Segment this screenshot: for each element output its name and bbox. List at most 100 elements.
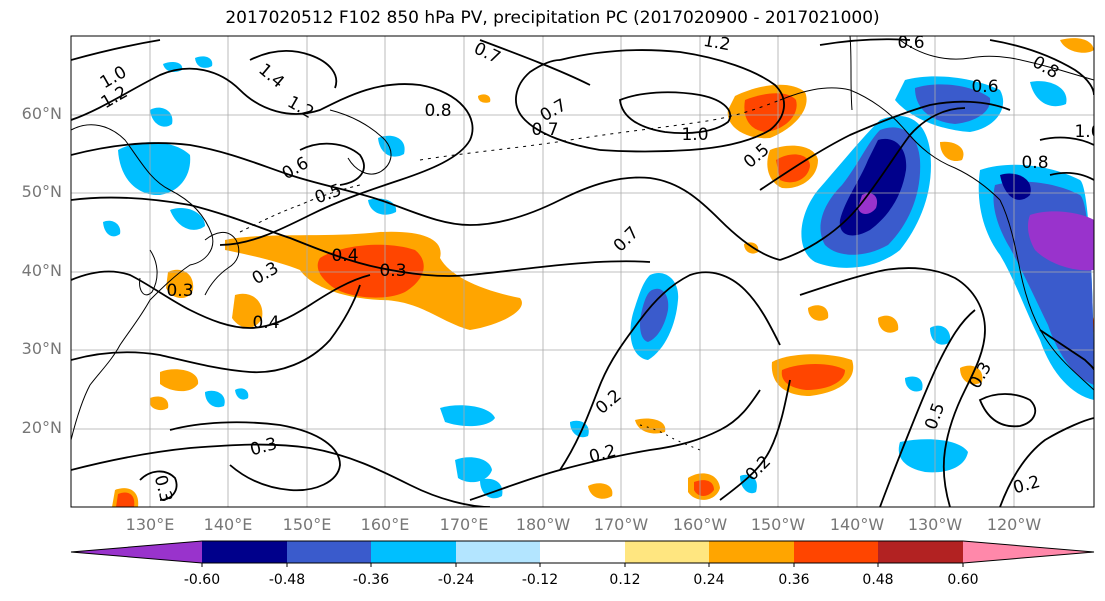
- precip-positive-region: [635, 418, 666, 434]
- precip-negative-region: [640, 288, 669, 342]
- contour-label: 1.2: [702, 31, 732, 55]
- pv-contour: [1049, 172, 1094, 181]
- chart-title: 2017020512 F102 850 hPa PV, precipitatio…: [225, 8, 880, 28]
- pv-contour: [515, 59, 601, 151]
- precip-positive-region: [478, 94, 491, 103]
- coastline-north-america: [999, 199, 1094, 391]
- precip-negative-region: [480, 478, 503, 499]
- colorbar-tick-label: 0.48: [862, 572, 894, 588]
- pv-contour: [299, 142, 365, 186]
- colorbar-tick-label: 0.36: [778, 572, 810, 588]
- pv-contour: [999, 417, 1094, 507]
- precip-negative-region: [740, 474, 757, 494]
- lon-label: 150°W: [750, 515, 806, 534]
- pv-contour: [169, 421, 341, 492]
- pv-contour: [71, 270, 371, 329]
- precip-negative-region: [1027, 211, 1094, 271]
- precip-positive-region: [116, 492, 135, 507]
- lon-label: 150°E: [282, 515, 332, 534]
- coastline-north-continent: [899, 39, 1094, 81]
- colorbar-segment: [709, 541, 794, 563]
- coastline-alaska-north: [849, 36, 853, 111]
- lat-label: 20°N: [21, 418, 62, 437]
- colorbar-segment: [963, 541, 1094, 563]
- map-frame: [70, 35, 1095, 508]
- lon-label: 140°E: [203, 515, 253, 534]
- pv-contour: [719, 379, 791, 501]
- pv-contour: [71, 196, 651, 277]
- pv-contour: [819, 38, 911, 46]
- pv-contour: [779, 107, 966, 261]
- colorbar: [70, 540, 1095, 567]
- precip-negative-region: [1030, 81, 1067, 107]
- pv-contour: [879, 309, 976, 507]
- precip-positive-region: [940, 141, 964, 162]
- precip-positive-region: [744, 242, 759, 254]
- pv-contour: [1039, 329, 1094, 371]
- coastlines: [71, 36, 1094, 451]
- lon-label: 130°E: [125, 515, 175, 534]
- pv-contour: [989, 39, 1094, 96]
- precip-negative-region: [103, 220, 121, 237]
- colorbar-segment: [794, 541, 878, 563]
- lon-label: 130°W: [907, 515, 963, 534]
- pv-contour: [71, 67, 474, 246]
- lat-label: 60°N: [21, 104, 62, 123]
- lon-label: 160°W: [672, 515, 728, 534]
- precip-positive-region: [160, 369, 199, 392]
- lon-label: 120°W: [986, 515, 1042, 534]
- lon-label: 170°E: [439, 515, 489, 534]
- colorbar-segment: [456, 541, 540, 563]
- pv-contour: [139, 470, 178, 501]
- colorbar-tick-label: 0.24: [693, 572, 725, 588]
- precip-negative-region: [440, 405, 495, 427]
- contour-label: 0.4: [252, 313, 279, 333]
- lon-label: 180°W: [515, 515, 571, 534]
- precip-positive-region: [150, 396, 169, 411]
- colorbar-segment: [540, 541, 625, 563]
- precip-negative-region: [898, 439, 968, 473]
- contour-label: 1.0: [681, 125, 708, 145]
- lat-label: 50°N: [21, 182, 62, 201]
- lon-label: 140°W: [829, 515, 885, 534]
- precip-positive-region: [588, 483, 613, 499]
- precip-negative-region: [858, 193, 878, 214]
- colorbar-segment: [371, 541, 456, 563]
- contour-label: 0.3: [379, 261, 406, 281]
- precip-negative-region: [195, 56, 213, 68]
- pv-contour: [559, 49, 785, 153]
- precip-positive-region: [694, 480, 714, 496]
- precip-positive-region: [232, 293, 263, 328]
- contour-label: 0.6: [897, 33, 924, 53]
- coastline-japan: [204, 232, 240, 296]
- gridlines: [71, 36, 1094, 507]
- lon-label: 160°E: [360, 515, 410, 534]
- contour-label: 0.7: [531, 120, 558, 140]
- precip-negative-region: [915, 84, 991, 124]
- map-area: 1.0 1.2 1.4 1.2 0.7 1.2 0.6 0.8 0.6 0.8 …: [71, 31, 1101, 507]
- pv-contour: [978, 393, 1037, 428]
- contour-label: 0.4: [331, 246, 358, 266]
- coastline-korea: [139, 249, 158, 296]
- precip-positive-region: [166, 269, 194, 299]
- coastline-kurils: [239, 184, 361, 233]
- contour-label: 0.6: [971, 77, 998, 97]
- precip-negative-region: [170, 207, 205, 230]
- contour-label: 0.3: [166, 281, 193, 301]
- precip-positive-region: [781, 364, 845, 390]
- coastline-asia: [71, 124, 214, 441]
- pv-contour: [71, 443, 491, 507]
- precip-positive-region: [1060, 38, 1094, 53]
- lat-label: 40°N: [21, 261, 62, 280]
- colorbar-segment: [878, 541, 963, 563]
- pv-contour: [619, 91, 731, 135]
- colorbar-tick-label: 0.60: [947, 572, 979, 588]
- colorbar-tick-label: -0.12: [521, 572, 559, 588]
- precip-positive-region: [878, 315, 899, 333]
- lat-label: 30°N: [21, 339, 62, 358]
- contour-label: 1.0: [1074, 122, 1101, 142]
- colorbar-segment: [71, 541, 202, 563]
- colorbar-tick-label: -0.48: [268, 572, 306, 588]
- pv-contour: [71, 142, 781, 261]
- contour-label: 0.8: [1021, 153, 1048, 173]
